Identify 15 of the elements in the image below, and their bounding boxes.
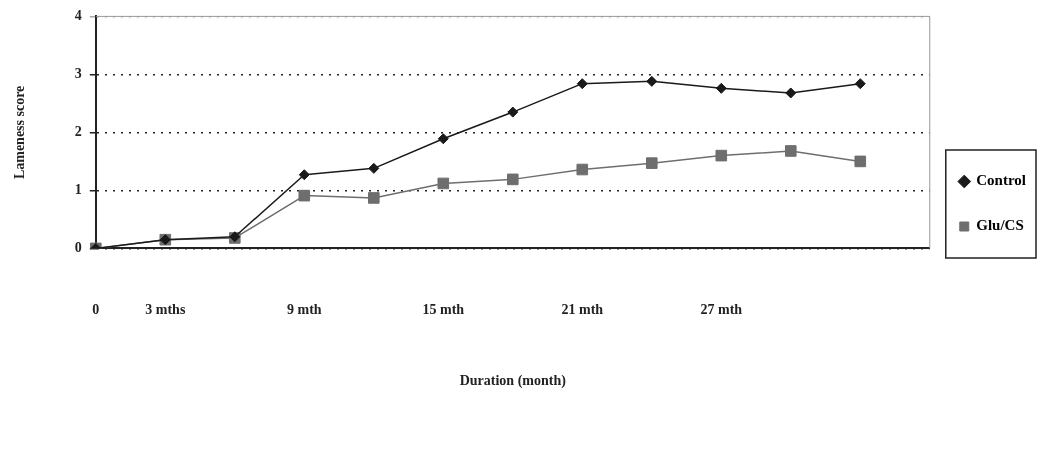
- y-axis-title: Lameness score: [12, 85, 28, 180]
- y-tick-label: 1: [74, 182, 82, 198]
- x-tick-label: 15 mth: [422, 302, 465, 318]
- x-tick-label: 27 mth: [700, 302, 743, 318]
- y-tick-label: 0: [74, 240, 82, 256]
- x-tick-label: 21 mth: [561, 302, 604, 318]
- legend-label: Glu/CS: [976, 217, 1024, 234]
- x-tick-label: 0: [92, 302, 100, 318]
- y-tick-label: 4: [74, 8, 82, 24]
- legend-label: Control: [976, 172, 1027, 189]
- x-axis-title: Duration (month): [459, 373, 567, 390]
- x-tick-label: 9 mth: [286, 302, 322, 318]
- y-tick-label: 3: [74, 66, 82, 82]
- y-tick-label: 2: [74, 124, 82, 140]
- x-tick-label: 3 mths: [145, 302, 186, 318]
